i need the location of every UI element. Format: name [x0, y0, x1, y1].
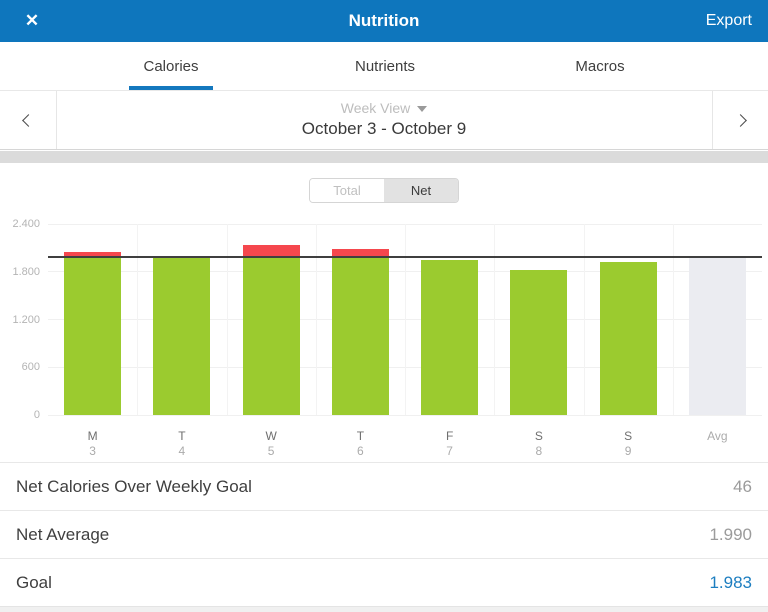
tab-macros[interactable]: Macros	[575, 57, 625, 75]
x-axis-day-letter: W	[265, 429, 277, 443]
summary-label: Goal	[16, 572, 52, 592]
x-axis-day-number: 8	[535, 444, 543, 458]
day-bar[interactable]	[599, 262, 657, 415]
tab-bar: Calories Nutrients Macros	[0, 42, 768, 91]
y-axis-tick-label: 1.200	[12, 313, 40, 326]
toggle-total-button[interactable]: Total	[310, 179, 384, 202]
date-range-label: October 3 - October 9	[301, 119, 467, 138]
day-bar[interactable]	[242, 257, 300, 415]
x-axis-day-number: 6	[357, 444, 364, 458]
y-axis-tick-label: 600	[21, 361, 40, 374]
calories-chart-section: Total Net 2.400 1.800 1.200 600 0 M 3 T 4 W 5 T 6 F 7 S…	[0, 163, 768, 462]
active-tab-underline	[129, 86, 213, 90]
over-goal-bar-segment[interactable]	[242, 245, 300, 258]
x-axis-day-number: 5	[267, 444, 275, 458]
y-axis-tick-label: 1.800	[12, 265, 40, 278]
page-title: Nutrition	[348, 11, 420, 30]
x-axis-day-number: 9	[624, 444, 632, 458]
summary-row-goal[interactable]: Goal 1.983	[0, 558, 768, 606]
day-bar[interactable]	[331, 257, 389, 415]
summary-label: Net Average	[16, 524, 110, 544]
day-bar[interactable]	[153, 257, 211, 415]
x-axis-day-number: 7	[446, 444, 453, 458]
summary-value: 46	[733, 476, 752, 496]
summary-goal-value: 1.983	[709, 572, 752, 592]
gridline	[405, 224, 406, 415]
section-divider-strip	[0, 151, 768, 163]
x-axis-day-letter: T	[356, 429, 365, 443]
gridline	[672, 224, 674, 415]
summary-label: Net Calories Over Weekly Goal	[16, 476, 252, 496]
x-axis-day-letter: M	[87, 429, 98, 443]
next-week-button[interactable]	[712, 91, 768, 149]
export-button[interactable]: Export	[705, 12, 752, 29]
day-bar[interactable]	[64, 257, 122, 415]
average-bar[interactable]	[688, 256, 746, 415]
over-goal-bar-segment[interactable]	[64, 251, 122, 258]
close-icon: ✕	[24, 11, 40, 30]
bottom-strip	[0, 606, 768, 612]
week-navigation: Week View October 3 - October 9	[0, 91, 768, 150]
week-view-dropdown[interactable]: Week View	[0, 99, 768, 117]
gridline	[583, 224, 585, 415]
calories-bar-chart	[48, 223, 762, 416]
y-axis-tick-label: 2.400	[12, 218, 40, 230]
summary-value: 1.990	[709, 524, 752, 544]
over-goal-bar-segment[interactable]	[331, 249, 389, 258]
day-bar[interactable]	[510, 270, 568, 415]
tab-nutrients[interactable]: Nutrients	[354, 57, 416, 75]
previous-week-button[interactable]	[0, 91, 57, 149]
x-axis-day-letter: S	[624, 429, 633, 443]
gridline	[226, 224, 228, 415]
summary-row-net-average: Net Average 1.990	[0, 510, 768, 558]
x-axis-day-letter: F	[445, 429, 454, 443]
x-axis-day-number: 4	[178, 444, 186, 458]
x-axis-day-letter: T	[178, 429, 186, 443]
x-axis-day-number: 3	[89, 444, 96, 458]
toggle-net-button[interactable]: Net	[384, 179, 458, 202]
x-axis-day-letter: S	[534, 429, 543, 443]
summary-list: Net Calories Over Weekly Goal 46 Net Ave…	[0, 462, 768, 606]
chevron-down-icon	[417, 106, 428, 112]
gridline	[315, 224, 317, 415]
gridline	[137, 224, 139, 415]
gridline	[48, 415, 762, 416]
week-view-label: Week View	[340, 100, 411, 116]
tab-calories[interactable]: Calories	[143, 57, 199, 75]
header-bar: ✕ Nutrition Export	[0, 0, 768, 42]
y-axis-tick-label: 0	[33, 409, 40, 421]
x-axis-avg-label: Avg	[707, 429, 728, 443]
close-button[interactable]: ✕	[14, 0, 50, 42]
total-net-toggle: Total Net	[309, 178, 459, 203]
summary-row-over-goal: Net Calories Over Weekly Goal 46	[0, 462, 768, 510]
gridline	[494, 224, 496, 415]
day-bar[interactable]	[421, 260, 479, 415]
goal-line	[48, 256, 762, 259]
